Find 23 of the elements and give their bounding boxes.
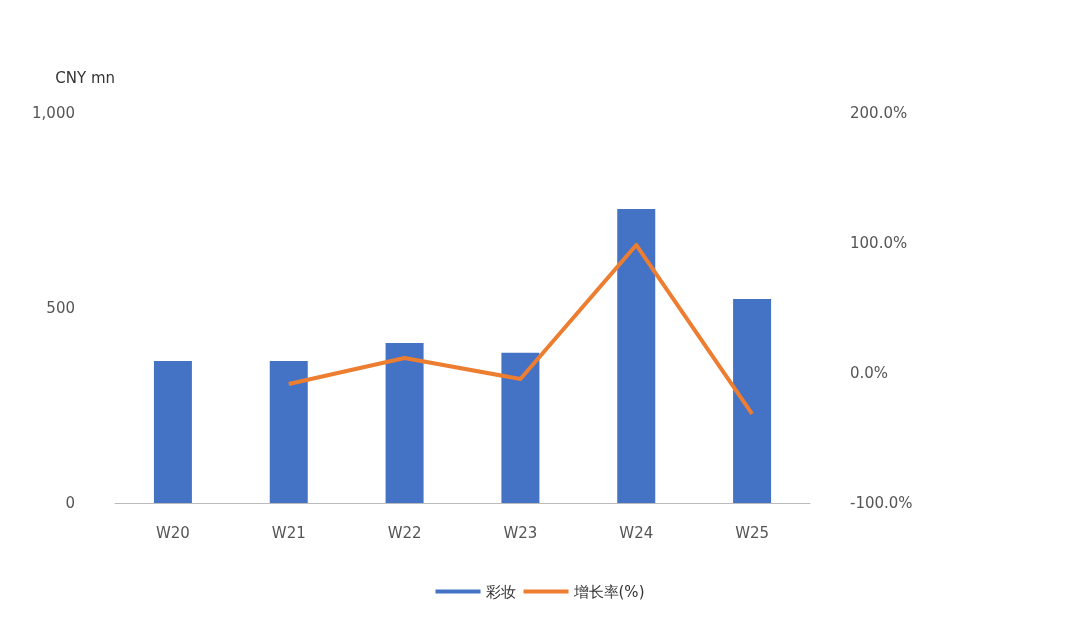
bar <box>617 208 656 503</box>
line-series <box>286 242 755 416</box>
y-tick-label: 1,000 <box>32 104 75 122</box>
x-tick-label: W21 <box>271 523 306 542</box>
y2-tick-label: -100.0% <box>850 494 913 512</box>
bar <box>733 299 772 503</box>
bar <box>385 343 424 503</box>
x-tick-label: W25 <box>735 523 770 542</box>
y-tick-label: 500 <box>46 299 75 317</box>
y2-tick-label: 0.0% <box>850 364 889 382</box>
y-axis-title: CNY mn <box>55 68 115 87</box>
x-tick-label: W23 <box>503 523 538 542</box>
bar <box>153 361 192 503</box>
x-tick-label: W22 <box>387 523 422 542</box>
x-tick-label: W24 <box>619 523 654 542</box>
y2-tick-label: 100.0% <box>850 234 908 252</box>
legend-label: 增长率(%) <box>572 582 645 601</box>
y-tick-label: 0 <box>65 494 75 512</box>
bar <box>269 361 308 503</box>
legend-label: 彩妆 <box>485 582 516 601</box>
bar <box>501 352 540 503</box>
x-tick-label: W20 <box>155 523 190 542</box>
y2-tick-label: 200.0% <box>850 104 908 122</box>
